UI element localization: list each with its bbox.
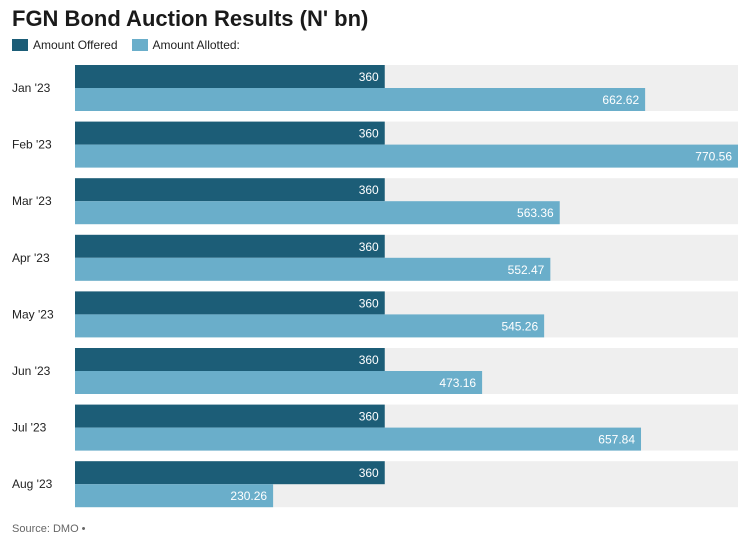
value-label-offered-aug-23: 360 (359, 466, 379, 480)
value-label-allotted-mar-23: 563.36 (517, 206, 554, 220)
bar-offered-jan-23 (75, 65, 385, 88)
bar-allotted-mar-23 (75, 201, 560, 225)
bar-offered-jul-23 (75, 404, 385, 428)
value-label-allotted-aug-23: 230.26 (230, 489, 267, 503)
category-label-aug-23: Aug '23 (12, 477, 53, 491)
category-label-mar-23: Mar '23 (12, 194, 52, 208)
legend-label-allotted: Amount Allotted: (152, 38, 240, 52)
bar-allotted-aug-23 (75, 484, 274, 508)
bar-offered-aug-23 (75, 461, 385, 485)
value-label-allotted-feb-23: 770.56 (695, 150, 732, 164)
category-label-may-23: May '23 (12, 307, 54, 321)
value-label-offered-jan-23: 360 (359, 70, 379, 84)
value-label-allotted-may-23: 545.26 (501, 319, 538, 333)
legend: Amount Offered Amount Allotted: (12, 38, 254, 52)
legend-swatch-allotted (131, 39, 148, 51)
value-label-allotted-jan-23: 662.62 (602, 93, 639, 107)
category-label-jul-23: Jul '23 (12, 421, 47, 435)
bar-offered-may-23 (75, 291, 385, 315)
category-label-jan-23: Jan '23 (12, 81, 51, 95)
value-label-allotted-apr-23: 552.47 (508, 263, 545, 277)
bar-offered-mar-23 (75, 178, 385, 202)
category-label-apr-23: Apr '23 (12, 251, 50, 265)
value-label-offered-may-23: 360 (359, 296, 379, 310)
bar-allotted-may-23 (75, 314, 545, 338)
bar-allotted-jun-23 (75, 371, 483, 394)
value-label-allotted-jun-23: 473.16 (439, 376, 476, 390)
bar-allotted-jan-23 (75, 88, 646, 111)
value-label-offered-mar-23: 360 (359, 183, 379, 197)
chart-title: FGN Bond Auction Results (N' bn) (12, 6, 369, 31)
legend-label-offered: Amount Offered (33, 38, 118, 52)
bar-offered-apr-23 (75, 234, 385, 258)
value-label-offered-jul-23: 360 (359, 410, 379, 424)
value-label-offered-apr-23: 360 (359, 240, 379, 254)
value-label-allotted-jul-23: 657.84 (598, 433, 635, 447)
category-label-feb-23: Feb '23 (12, 138, 52, 152)
value-label-offered-jun-23: 360 (359, 353, 379, 367)
legend-item-offered: Amount Offered (12, 38, 118, 52)
legend-swatch-offered (12, 39, 28, 51)
bar-allotted-jul-23 (75, 427, 642, 451)
bar-allotted-feb-23 (75, 144, 738, 168)
source-note: Source: DMO • (12, 523, 86, 535)
bar-offered-jun-23 (75, 348, 385, 371)
legend-item-allotted: Amount Allotted: (131, 38, 240, 52)
bar-offered-feb-23 (75, 121, 385, 145)
value-label-offered-feb-23: 360 (359, 127, 379, 141)
category-label-jun-23: Jun '23 (12, 364, 51, 378)
bar-allotted-apr-23 (75, 257, 551, 281)
